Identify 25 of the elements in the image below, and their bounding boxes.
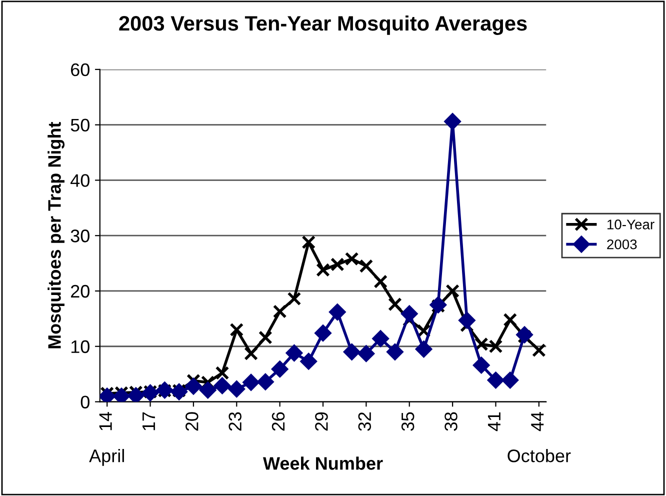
y-tick-label: 20: [71, 284, 90, 298]
x-tick-label: 38: [444, 412, 458, 431]
x-tick-label: 20: [186, 412, 198, 431]
y-tick-label: 60: [71, 63, 90, 76]
y-tick-label: 10: [71, 340, 90, 354]
x-tick-label: 32: [358, 412, 372, 431]
x-tick-label: 26: [272, 412, 285, 431]
x-tick-label: 14: [99, 412, 112, 430]
text: April: [89, 448, 124, 466]
x-tick-label: 23: [228, 412, 242, 431]
x-tick-label: 41: [488, 412, 500, 432]
x-tick-label: 35: [401, 412, 414, 431]
text: October: [508, 448, 571, 462]
chart-title: 2003 Versus Ten-Year Mosquito Averages: [119, 15, 527, 35]
x-axis-title: Week Number: [262, 456, 383, 470]
x-tick-label: 17: [142, 412, 155, 430]
y-tick-label: 30: [70, 230, 90, 242]
x-tick-label: 29: [315, 412, 328, 431]
legend-label: 2003: [607, 239, 637, 250]
y-axis-title: Mosquitoes per Trap Night: [48, 122, 65, 348]
y-tick-label: 0: [80, 396, 90, 408]
x-tick-label: 44: [531, 412, 544, 432]
legend-label: 10-Year: [607, 220, 654, 230]
y-tick-label: 40: [70, 174, 90, 187]
y-tick-label: 50: [70, 118, 90, 132]
